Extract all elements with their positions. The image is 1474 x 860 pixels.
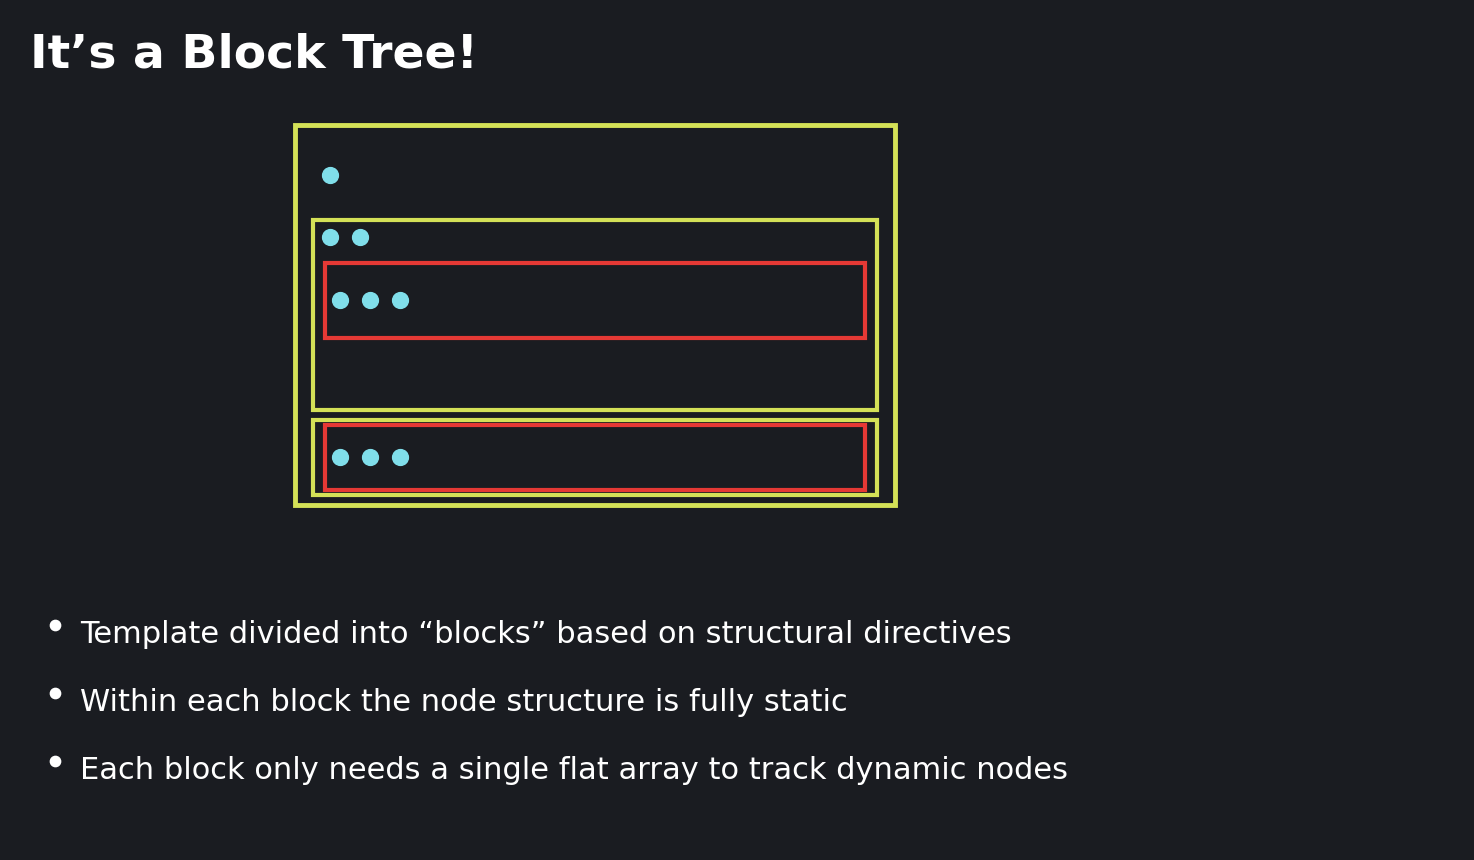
- Text: Each block only needs a single flat array to track dynamic nodes: Each block only needs a single flat arra…: [80, 756, 1069, 785]
- Point: [388, 450, 411, 464]
- Point: [43, 618, 66, 632]
- Point: [329, 450, 352, 464]
- Point: [43, 754, 66, 768]
- Point: [318, 168, 342, 181]
- Bar: [295, 125, 895, 505]
- Bar: [312, 420, 877, 495]
- Bar: [324, 425, 865, 490]
- Point: [43, 686, 66, 700]
- Point: [358, 450, 382, 464]
- Point: [388, 293, 411, 307]
- Text: Template divided into “blocks” based on structural directives: Template divided into “blocks” based on …: [80, 620, 1011, 649]
- Point: [318, 230, 342, 244]
- Bar: [312, 220, 877, 410]
- Text: It’s a Block Tree!: It’s a Block Tree!: [29, 33, 478, 77]
- Bar: [324, 263, 865, 338]
- Point: [358, 293, 382, 307]
- Point: [348, 230, 371, 244]
- Point: [329, 293, 352, 307]
- Text: Within each block the node structure is fully static: Within each block the node structure is …: [80, 688, 848, 717]
